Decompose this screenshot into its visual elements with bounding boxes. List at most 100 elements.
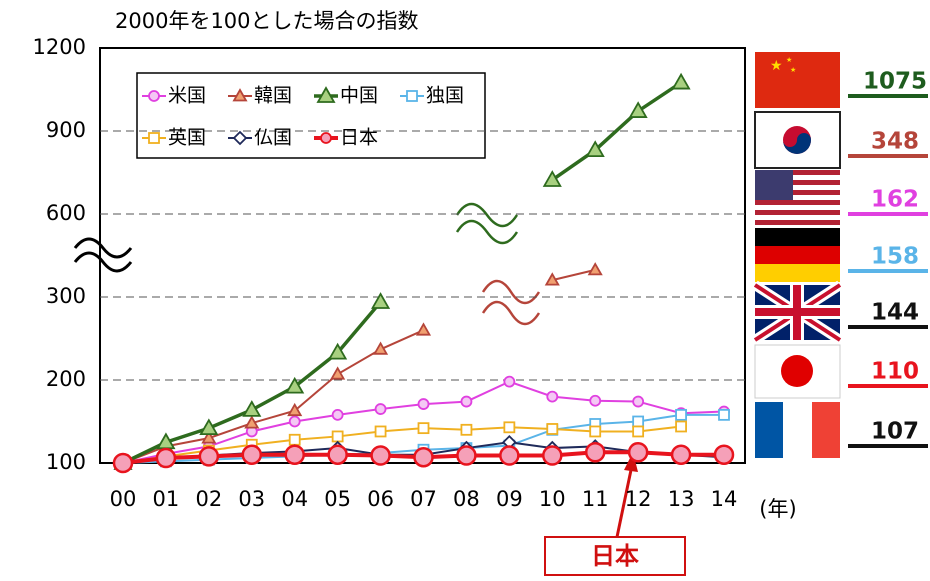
- marker: [628, 101, 648, 118]
- marker: [589, 394, 602, 407]
- marker: [584, 441, 606, 463]
- marker: [199, 418, 219, 436]
- marker: [241, 444, 263, 465]
- flags: ★ ★★: [752, 52, 843, 458]
- y-tick-label: 300: [46, 284, 86, 308]
- x-tick-label: 12: [625, 487, 652, 511]
- marker: [155, 447, 177, 469]
- svg-text:★: ★: [790, 66, 796, 74]
- end-value: 110: [871, 359, 919, 385]
- break-mark: [455, 202, 519, 245]
- marker: [718, 408, 730, 421]
- y-tick-label: 600: [46, 201, 86, 225]
- marker: [542, 445, 563, 466]
- legend-label: 仏国: [254, 127, 292, 149]
- y-tick-label: 1200: [33, 35, 86, 59]
- marker: [627, 441, 649, 463]
- marker: [288, 415, 301, 428]
- x-tick-label: 08: [453, 487, 480, 511]
- x-tick-label: 13: [668, 487, 695, 511]
- x-tick-label: 05: [324, 487, 351, 511]
- marker: [415, 322, 432, 336]
- legend-marker: [316, 86, 336, 103]
- end-value: 348: [871, 129, 919, 155]
- y-tick-label: 100: [46, 450, 86, 474]
- x-tick-label: 07: [410, 487, 437, 511]
- marker: [589, 425, 602, 438]
- marker: [413, 446, 434, 468]
- marker: [503, 421, 516, 434]
- marker: [112, 452, 134, 474]
- break-mark: [481, 279, 541, 326]
- legend-marker: [232, 88, 248, 102]
- marker: [417, 422, 430, 435]
- annotation-arrowhead: [624, 452, 638, 472]
- x-tick-label: 02: [195, 487, 222, 511]
- marker: [632, 415, 645, 428]
- legend-label: 米国: [168, 85, 206, 107]
- x-tick-label: 11: [582, 487, 609, 511]
- marker: [328, 342, 348, 360]
- marker: [374, 425, 387, 438]
- legend-marker: [148, 132, 160, 144]
- end-value: 158: [871, 244, 919, 270]
- annotation-box: [544, 536, 686, 576]
- legend-label: 独国: [426, 85, 464, 107]
- marker: [198, 446, 220, 467]
- marker: [288, 433, 301, 446]
- marker: [417, 398, 430, 410]
- legend-marker: [320, 132, 332, 144]
- marker: [546, 390, 559, 403]
- legend-label: 韓国: [254, 85, 292, 107]
- marker: [544, 272, 560, 286]
- marker: [671, 72, 691, 90]
- x-tick-label: 09: [496, 487, 523, 511]
- marker: [670, 444, 692, 465]
- marker: [201, 430, 217, 444]
- marker: [242, 400, 262, 417]
- marker: [327, 444, 348, 465]
- marker: [675, 420, 687, 433]
- marker: [287, 402, 303, 417]
- end-value: 162: [871, 187, 919, 213]
- annotation-arrow: [615, 469, 633, 538]
- marker: [460, 423, 473, 436]
- svg-text:★: ★: [770, 58, 783, 74]
- legend-marker: [232, 130, 248, 146]
- marker: [460, 395, 473, 408]
- marker: [374, 403, 387, 415]
- annotation: 日本: [591, 542, 639, 570]
- x-tick-label: 00: [110, 487, 137, 511]
- x-tick-label: 01: [153, 487, 180, 511]
- legend-label: 日本: [340, 127, 378, 149]
- x-unit: (年): [759, 497, 796, 521]
- x-tick-label: 04: [281, 487, 308, 511]
- x-tick-label: 10: [539, 487, 566, 511]
- marker: [675, 408, 687, 421]
- svg-text:★: ★: [786, 56, 792, 64]
- marker: [331, 430, 344, 443]
- axis-break: [73, 237, 133, 273]
- end-value: 107: [871, 419, 919, 445]
- y-tick-label: 900: [46, 118, 86, 142]
- marker: [284, 444, 305, 465]
- marker: [330, 366, 346, 380]
- marker: [585, 140, 605, 157]
- marker: [370, 445, 391, 466]
- marker: [632, 425, 645, 438]
- x-tick-label: 03: [238, 487, 265, 511]
- end-value: 1075: [863, 69, 927, 95]
- legend-marker: [148, 90, 160, 102]
- marker: [244, 415, 260, 429]
- x-tick-label: 14: [711, 487, 738, 511]
- legend-label: 英国: [168, 127, 206, 149]
- marker: [499, 445, 520, 466]
- marker: [373, 341, 389, 355]
- legend-box: [136, 72, 486, 159]
- marker: [456, 445, 477, 466]
- chart-title: 2000年を100とした場合の指数: [115, 9, 419, 33]
- end-value: 144: [871, 300, 919, 326]
- marker: [285, 376, 305, 394]
